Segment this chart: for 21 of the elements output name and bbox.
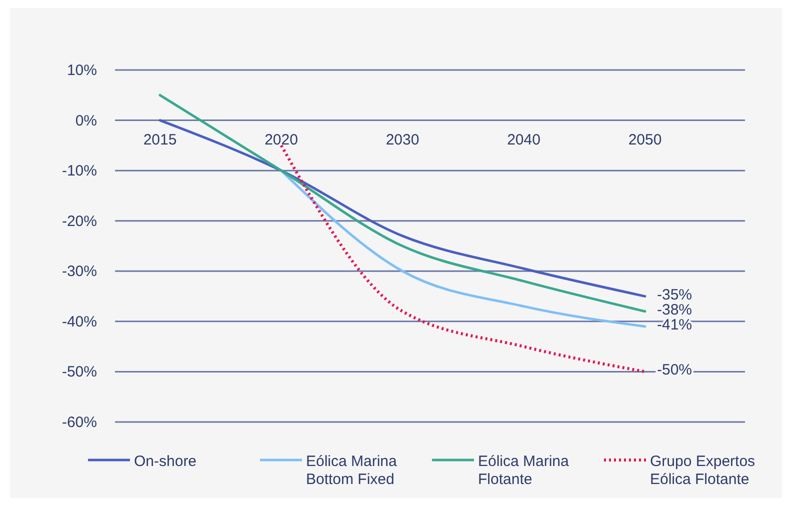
y-tick-label: -60%	[62, 414, 97, 431]
legend-label: On-shore	[134, 453, 197, 470]
x-tick-label: 2050	[628, 131, 662, 148]
line-series	[280, 169, 646, 328]
y-tick-label: 0%	[75, 112, 97, 130]
legend-label: Eólica Marina Flotante	[478, 453, 570, 488]
y-tick-label: -20%	[62, 212, 97, 230]
x-tick-label: 2040	[507, 131, 540, 148]
legend-label: Eólica Marina Bottom Fixed	[306, 453, 398, 488]
x-tick-label: 2020	[264, 131, 298, 148]
data-label: -38%	[657, 301, 692, 318]
x-tick-label: 2015	[143, 131, 177, 148]
y-tick-label: -50%	[62, 364, 97, 381]
y-tick-label: -30%	[62, 263, 97, 280]
legend-label: Grupo Expertos Eólica Flotante	[650, 453, 756, 488]
data-label: -35%	[657, 286, 692, 304]
y-tick-label: 10%	[66, 62, 97, 79]
x-tick-label: 2030	[386, 131, 420, 148]
y-tick-label: -40%	[62, 313, 97, 330]
line-series	[280, 144, 646, 374]
y-tick-label: -10%	[62, 162, 97, 180]
